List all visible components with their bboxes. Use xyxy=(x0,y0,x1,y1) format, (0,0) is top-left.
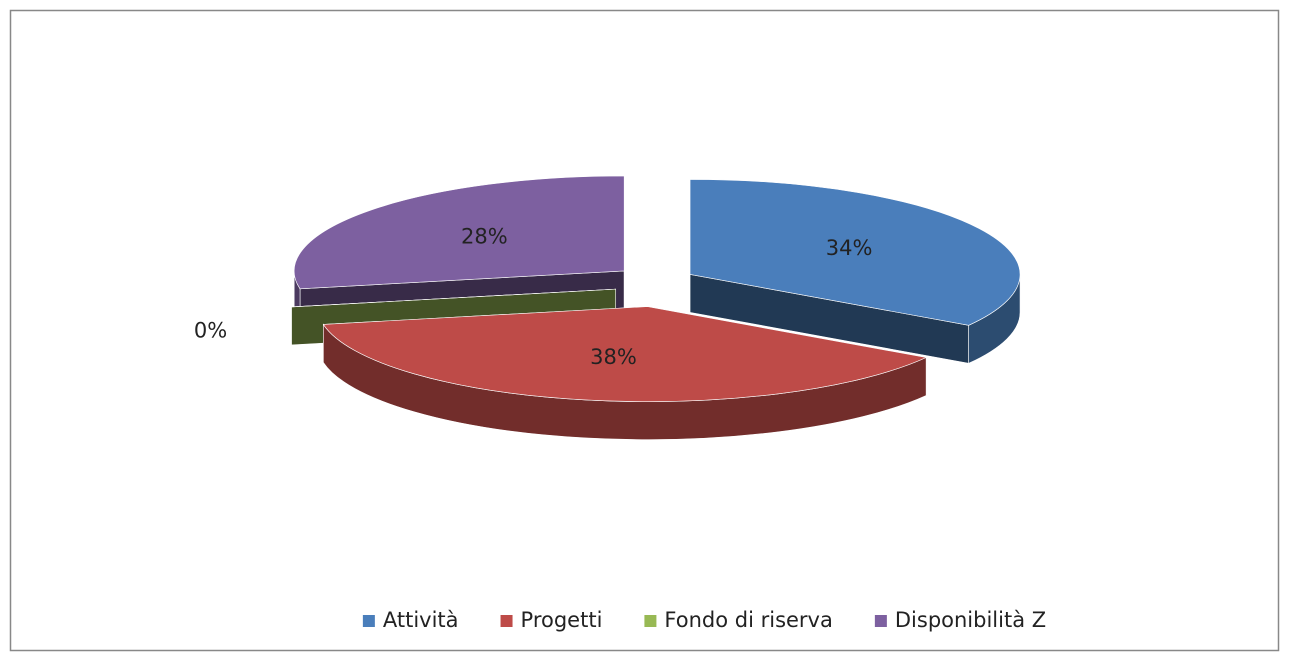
slice xyxy=(689,179,1021,364)
slice-top xyxy=(689,179,1021,326)
legend-label: Progetti xyxy=(521,608,603,632)
data-label: 34% xyxy=(826,236,873,260)
data-label: 28% xyxy=(461,225,508,249)
legend-label: Disponibilità Z xyxy=(895,608,1046,632)
slice-top xyxy=(322,306,928,402)
legend: Attività Progetti Fondo di riserva Disponib… xyxy=(362,608,1046,632)
data-label: 0% xyxy=(194,318,227,342)
legend-swatch xyxy=(500,615,513,627)
slice xyxy=(322,306,928,440)
legend-swatch xyxy=(874,615,887,627)
data-label: 38% xyxy=(590,345,637,369)
legend-swatch xyxy=(362,615,375,627)
legend-label: Attività xyxy=(383,608,459,632)
slice-top xyxy=(291,288,616,308)
slice-top xyxy=(293,175,625,290)
legend-swatch xyxy=(644,615,657,627)
legend-label: Fondo di riserva xyxy=(664,608,832,632)
